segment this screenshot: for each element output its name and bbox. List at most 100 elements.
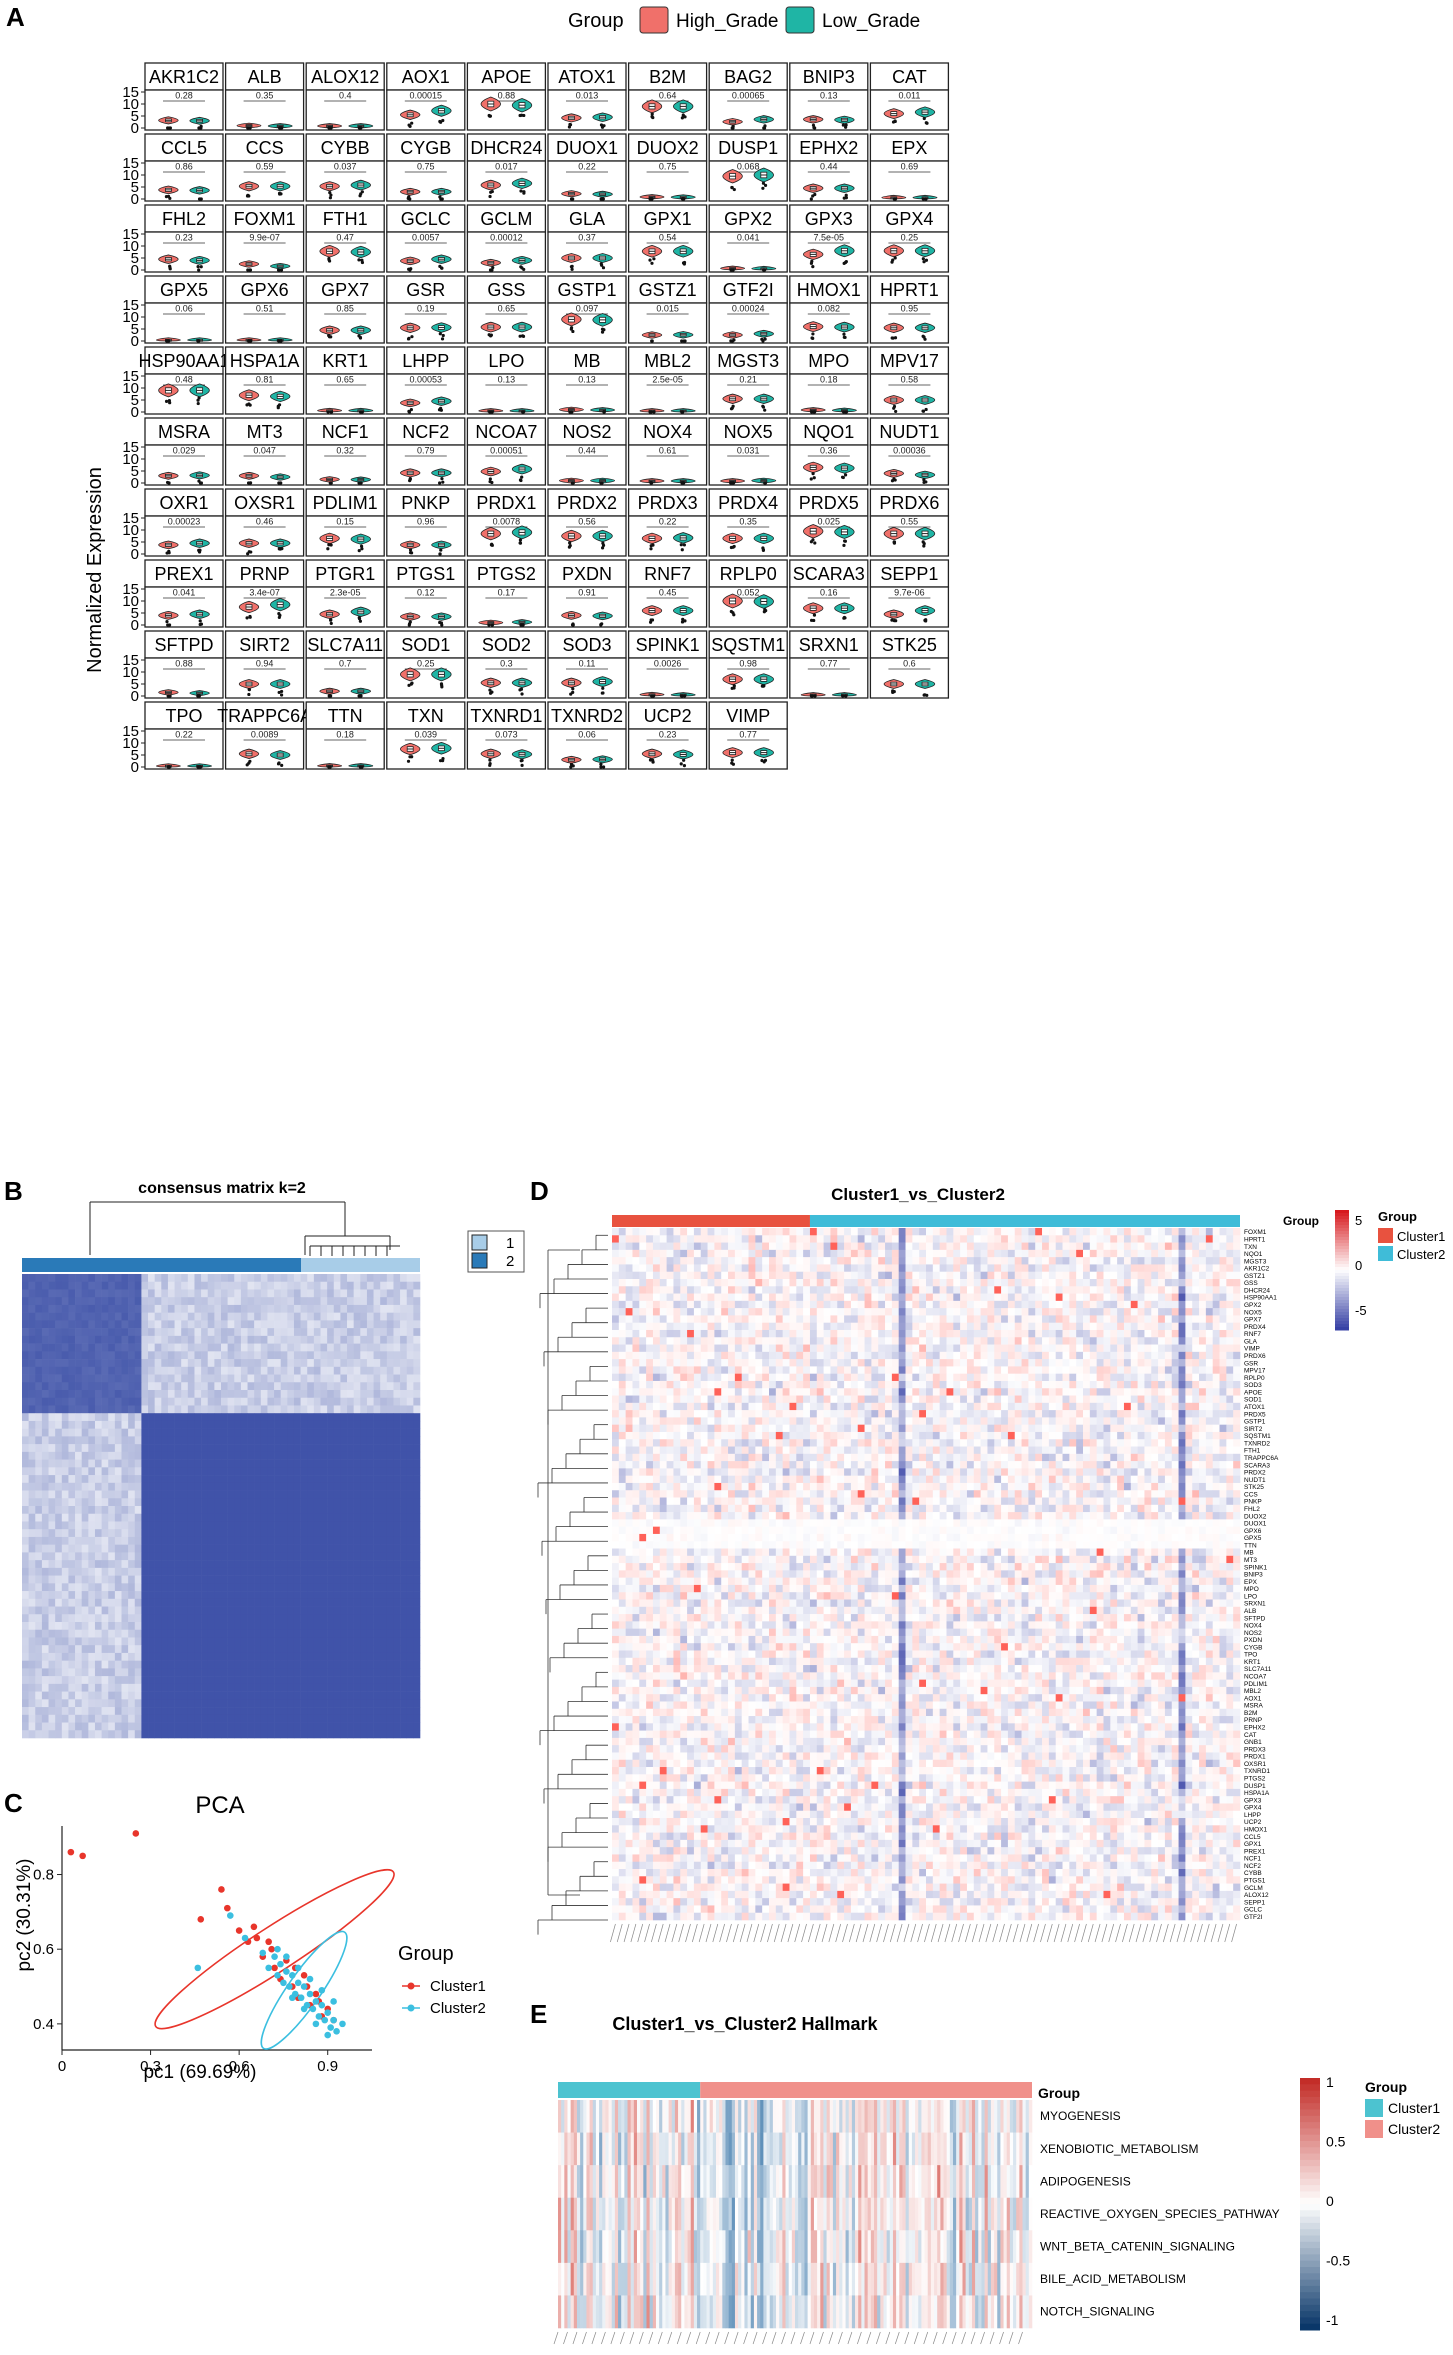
consensus-cell: [241, 1491, 248, 1499]
consensus-cell: [307, 1545, 314, 1553]
consensus-cell: [75, 1552, 82, 1560]
p-value-label: 0.81: [256, 375, 274, 385]
consensus-cell: [294, 1460, 301, 1468]
consensus-cell: [354, 1328, 361, 1336]
consensus-cell: [234, 1398, 241, 1406]
consensus-cell: [161, 1289, 168, 1297]
p-value-label: 0.36: [820, 446, 838, 456]
consensus-cell: [141, 1537, 148, 1545]
consensus-cell: [267, 1630, 274, 1638]
consensus-cell: [168, 1313, 175, 1321]
consensus-cell: [321, 1514, 328, 1522]
consensus-cell: [274, 1514, 281, 1522]
consensus-cell: [234, 1390, 241, 1398]
consensus-cell: [194, 1645, 201, 1653]
consensus-cell: [102, 1336, 109, 1344]
consensus-cell: [228, 1467, 235, 1475]
consensus-cell: [75, 1460, 82, 1468]
consensus-cell: [29, 1498, 36, 1506]
consensus-cell: [261, 1483, 268, 1491]
outlier-point: [249, 616, 252, 619]
consensus-cell: [175, 1545, 182, 1553]
consensus-cell: [360, 1328, 367, 1336]
consensus-cell: [88, 1552, 95, 1560]
consensus-cell: [62, 1382, 69, 1390]
consensus-cell: [347, 1591, 354, 1599]
consensus-cell: [254, 1375, 261, 1383]
outlier-point: [408, 268, 411, 271]
consensus-cell: [135, 1576, 142, 1584]
consensus-cell: [234, 1560, 241, 1568]
outlier-point: [248, 481, 251, 484]
consensus-cell: [327, 1583, 334, 1591]
outlier-point: [280, 764, 283, 767]
consensus-cell: [122, 1351, 129, 1359]
consensus-cell: [128, 1344, 135, 1352]
p-value-label: 0.25: [417, 659, 435, 669]
consensus-cell: [168, 1328, 175, 1336]
consensus-cell: [334, 1483, 341, 1491]
consensus-cell: [214, 1452, 221, 1460]
consensus-cell: [367, 1661, 374, 1669]
consensus-cell: [367, 1599, 374, 1607]
consensus-cell: [321, 1436, 328, 1444]
consensus-cell: [354, 1537, 361, 1545]
consensus-cell: [221, 1351, 228, 1359]
consensus-cell: [49, 1498, 56, 1506]
consensus-cell: [42, 1405, 49, 1413]
consensus-cell: [201, 1305, 208, 1313]
facet-sod1: SOD10.25: [387, 631, 465, 698]
consensus-cell: [294, 1506, 301, 1514]
consensus-cell: [393, 1421, 400, 1429]
consensus-cell: [128, 1274, 135, 1282]
outlier-point: [519, 479, 522, 482]
consensus-cell: [42, 1429, 49, 1437]
consensus-cell: [181, 1359, 188, 1367]
consensus-cell: [135, 1421, 142, 1429]
consensus-cell: [115, 1375, 122, 1383]
consensus-cell: [360, 1506, 367, 1514]
consensus-cell: [287, 1351, 294, 1359]
consensus-cell: [88, 1313, 95, 1321]
consensus-cell: [413, 1560, 420, 1568]
consensus-cell: [281, 1614, 288, 1622]
consensus-cell: [62, 1568, 69, 1576]
consensus-cell: [221, 1607, 228, 1615]
consensus-cell: [347, 1336, 354, 1344]
facet-gene-label: GPX5: [160, 280, 208, 300]
consensus-cell: [367, 1274, 374, 1282]
outlier-point: [922, 335, 925, 338]
consensus-cell: [82, 1367, 89, 1375]
consensus-cell: [400, 1637, 407, 1645]
consensus-cell: [148, 1444, 155, 1452]
consensus-cell: [148, 1398, 155, 1406]
consensus-cell: [347, 1405, 354, 1413]
consensus-cell: [400, 1359, 407, 1367]
consensus-cell: [135, 1645, 142, 1653]
consensus-cell: [393, 1491, 400, 1499]
consensus-cell: [274, 1328, 281, 1336]
consensus-cell: [208, 1614, 215, 1622]
consensus-cell: [35, 1552, 42, 1560]
facet-gene-label: GSTZ1: [639, 280, 697, 300]
facet-hspa1a: HSPA1A0.81: [226, 347, 304, 414]
consensus-cell: [274, 1599, 281, 1607]
consensus-cell: [374, 1607, 381, 1615]
consensus-cell: [407, 1382, 414, 1390]
consensus-cell: [168, 1529, 175, 1537]
consensus-cell: [201, 1351, 208, 1359]
consensus-cell: [334, 1498, 341, 1506]
consensus-cell: [115, 1359, 122, 1367]
consensus-cell: [201, 1552, 208, 1560]
p-value-label: 0.00053: [410, 375, 443, 385]
consensus-cell: [181, 1514, 188, 1522]
outlier-point: [197, 402, 200, 405]
consensus-cell: [281, 1359, 288, 1367]
consensus-cell: [407, 1452, 414, 1460]
consensus-cell: [307, 1560, 314, 1568]
consensus-cell: [22, 1375, 29, 1383]
consensus-cell: [141, 1637, 148, 1645]
consensus-cell: [301, 1313, 308, 1321]
consensus-cell: [29, 1297, 36, 1305]
consensus-cell: [88, 1413, 95, 1421]
